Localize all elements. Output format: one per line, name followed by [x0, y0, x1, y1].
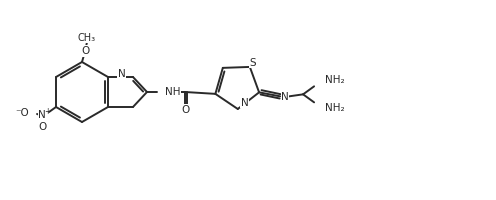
Text: +: +: [44, 106, 50, 116]
Text: S: S: [249, 58, 256, 68]
Text: N: N: [118, 69, 125, 79]
Text: O: O: [38, 122, 46, 132]
Text: NH₂: NH₂: [325, 103, 345, 113]
Text: O: O: [82, 46, 90, 56]
Text: O: O: [182, 105, 190, 115]
Text: NH₂: NH₂: [325, 75, 345, 85]
Text: N: N: [38, 110, 46, 120]
Text: CH₃: CH₃: [78, 33, 96, 43]
Text: ⁻O: ⁻O: [15, 108, 29, 118]
Text: N: N: [281, 92, 289, 102]
Text: NH: NH: [165, 87, 181, 97]
Text: N: N: [241, 98, 248, 108]
